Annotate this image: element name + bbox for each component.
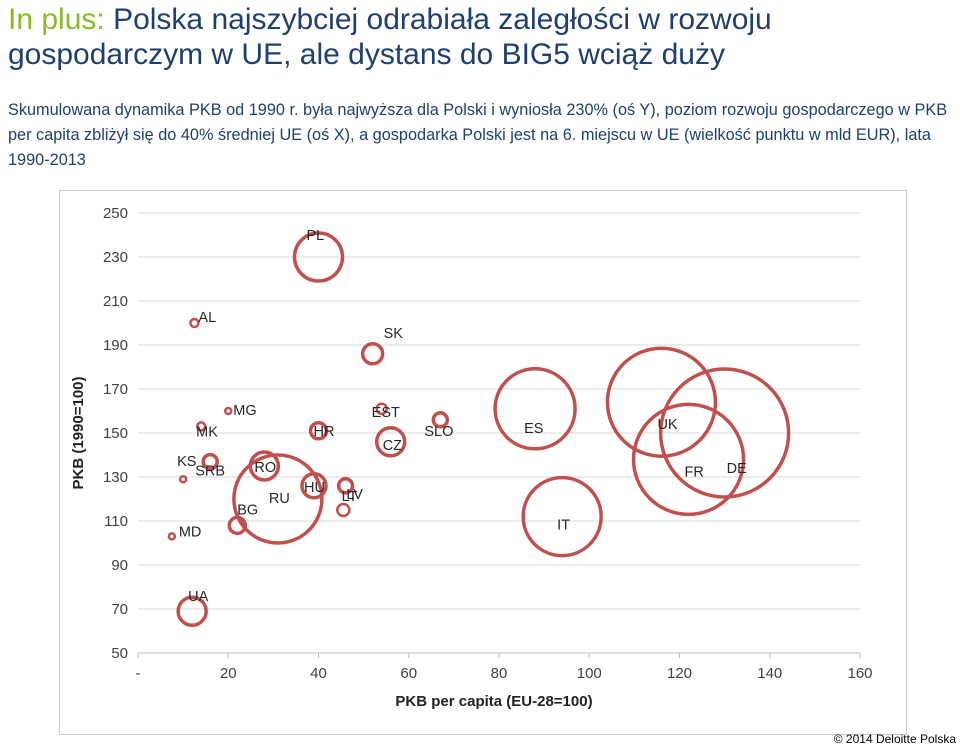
y-tick-label: 250 bbox=[103, 205, 128, 222]
bubble-hr bbox=[308, 421, 329, 441]
bubble-sk bbox=[360, 342, 385, 366]
y-axis-title: PKB (1990=100) bbox=[70, 377, 87, 490]
bubble-label-it: IT bbox=[557, 518, 570, 534]
bubble-hu bbox=[300, 472, 328, 500]
bubble-label-es: ES bbox=[524, 421, 543, 437]
bubble-ru bbox=[232, 453, 324, 545]
y-tick-label: 170 bbox=[103, 381, 128, 398]
bubble-uk bbox=[605, 346, 718, 458]
page-title-lead: In plus: bbox=[8, 3, 105, 36]
x-axis-title: PKB per capita (EU-28=100) bbox=[395, 693, 592, 710]
bubble-label-fr: FR bbox=[685, 464, 704, 480]
axes: 50 70 90 110 130 150 170 190 210 230 250 - 20 40 60 80 1… bbox=[103, 205, 873, 682]
x-tick-label: 140 bbox=[757, 665, 782, 682]
x-tick-label: - bbox=[136, 665, 141, 682]
y-tick-label: 230 bbox=[103, 249, 128, 266]
bubble-label-mg: MG bbox=[233, 403, 256, 419]
y-tick-label: 190 bbox=[103, 337, 128, 354]
bubble-label-mk: MK bbox=[196, 424, 218, 440]
bubble-label-uk: UK bbox=[657, 417, 677, 433]
bubble-ua bbox=[176, 595, 208, 627]
bubble-ks bbox=[178, 474, 188, 484]
bubble-cz bbox=[374, 426, 407, 458]
bubble-label-hr: HR bbox=[314, 424, 335, 440]
bubble-md bbox=[167, 532, 177, 541]
x-tick-label: 40 bbox=[310, 665, 327, 682]
bubble-label-ro: RO bbox=[254, 460, 276, 476]
bubble-label-slo: SLO bbox=[424, 424, 453, 440]
bubble-srb bbox=[201, 452, 219, 471]
x-tick-label: 100 bbox=[577, 665, 602, 682]
bubble-label-ua: UA bbox=[188, 589, 208, 605]
gridlines bbox=[138, 212, 860, 654]
y-tick-label: 210 bbox=[103, 293, 128, 310]
bubble-mg bbox=[224, 406, 233, 416]
bubble-bg bbox=[227, 515, 248, 536]
bubble-label-est: EST bbox=[372, 405, 400, 421]
bubble-label-cz: CZ bbox=[383, 438, 402, 454]
bubble-label-lv: LV bbox=[346, 487, 363, 503]
copyright-footer: © 2014 Deloitte Polska bbox=[833, 732, 956, 746]
bubble-label-pl: PL bbox=[307, 228, 325, 244]
bubble-fr bbox=[631, 402, 746, 517]
page-title: In plus: Polska najszybciej odrabiała za… bbox=[8, 2, 948, 72]
bubble-label-al: AL bbox=[198, 310, 216, 326]
bubble-mk bbox=[195, 421, 207, 432]
y-tick-label: 130 bbox=[103, 469, 128, 486]
bubble-label-de: DE bbox=[727, 461, 747, 477]
bubble-chart: 50 70 90 110 130 150 170 190 210 230 250 - 20 40 60 80 1… bbox=[70, 205, 873, 710]
y-tick-label: 150 bbox=[103, 425, 128, 442]
bubble-label-bg: BG bbox=[237, 502, 258, 518]
y-tick-label: 90 bbox=[111, 557, 128, 574]
bubble-es bbox=[493, 367, 577, 451]
x-tick-label: 120 bbox=[667, 665, 692, 682]
chart-area: 50 70 90 110 130 150 170 190 210 230 250 - 20 40 60 80 1… bbox=[59, 190, 907, 735]
bubble-label-md: MD bbox=[179, 524, 202, 540]
bubble-label-ru: RU bbox=[269, 491, 290, 507]
bubble-lv bbox=[336, 502, 351, 518]
page-title-main: Polska najszybciej odrabiała zaległości … bbox=[8, 3, 772, 71]
bubble-ro bbox=[248, 450, 281, 482]
bubble-label-ks: KS bbox=[177, 454, 196, 470]
bubble-lt bbox=[336, 477, 355, 495]
bubble-est bbox=[375, 402, 388, 416]
y-tick-label: 50 bbox=[111, 645, 128, 662]
y-tick-label: 70 bbox=[111, 601, 128, 618]
bubble-labels: PL AL SK UK DE ES SLO EST MG MK HR CZ FR SRB RO KS LT HU R… bbox=[177, 228, 747, 605]
bubble-label-sk: SK bbox=[384, 326, 404, 342]
bubble-label-srb: SRB bbox=[195, 464, 225, 480]
bubble-it bbox=[521, 475, 603, 558]
chart-description: Skumulowana dynamika PKB od 1990 r. była… bbox=[8, 101, 948, 169]
bubble-pl bbox=[292, 231, 345, 283]
bubble-al bbox=[189, 317, 200, 329]
bubble-label-hu: HU bbox=[304, 480, 325, 496]
y-tick-label: 110 bbox=[104, 513, 128, 530]
x-tick-label: 80 bbox=[491, 665, 508, 682]
x-tick-label: 160 bbox=[847, 665, 872, 682]
bubble-label-lt: LT bbox=[342, 489, 358, 505]
x-tick-label: 20 bbox=[220, 665, 237, 682]
bubbles bbox=[167, 231, 791, 627]
x-tick-label: 60 bbox=[400, 665, 417, 682]
bubble-slo bbox=[431, 411, 450, 429]
bubble-de bbox=[658, 367, 791, 499]
